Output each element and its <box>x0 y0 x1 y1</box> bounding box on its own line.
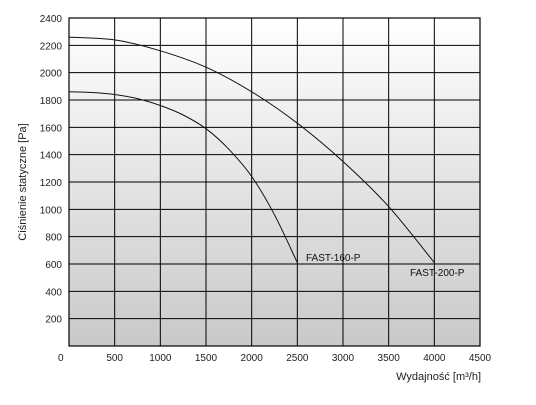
x-tick-label-8: 4000 <box>423 353 446 364</box>
y-tick-label-5: 1200 <box>40 178 63 189</box>
x-tick-labels: 0 500 1000 1500 2000 2500 3000 3500 4000 4500 <box>58 353 492 364</box>
x-tick-label-5: 2500 <box>286 353 309 364</box>
y-tick-label-7: 1600 <box>40 123 63 134</box>
x-tick-label-9: 4500 <box>469 353 492 364</box>
y-tick-label-3: 800 <box>45 233 62 244</box>
y-tick-label-10: 2200 <box>40 41 63 52</box>
y-tick-labels: 200 400 600 800 1000 1200 1400 1600 1800 2000 2200… <box>40 14 63 326</box>
y-tick-label-4: 1000 <box>40 205 63 216</box>
plot-frame <box>68 17 481 347</box>
x-tick-label-7: 3500 <box>378 353 401 364</box>
y-tick-label-11: 2400 <box>40 14 63 25</box>
series-lines <box>68 36 435 263</box>
x-tick-label-0: 0 <box>58 353 64 364</box>
y-tick-label-1: 400 <box>45 287 62 298</box>
y-tick-label-2: 600 <box>45 260 62 271</box>
x-axis-title: Wydajność [m³/h] <box>396 371 481 383</box>
series-line-fast-160-p <box>68 91 298 263</box>
y-tick-label-6: 1400 <box>40 151 63 162</box>
x-tick-label-3: 1500 <box>195 353 218 364</box>
y-tick-label-0: 200 <box>45 315 62 326</box>
y-tick-label-9: 2000 <box>40 69 63 80</box>
x-tick-label-6: 3000 <box>332 353 355 364</box>
series-label-fast-200: FAST-200-P <box>410 268 465 279</box>
series-label-fast-160: FAST-160-P <box>306 253 361 264</box>
y-axis-title: Ciśnienie statyczne [Pa] <box>17 123 29 240</box>
series-line-fast-200-p <box>68 36 435 263</box>
y-tick-label-8: 1800 <box>40 96 63 107</box>
x-tick-label-1: 500 <box>106 353 123 364</box>
x-tick-label-2: 1000 <box>149 353 172 364</box>
x-tick-label-4: 2000 <box>241 353 264 364</box>
